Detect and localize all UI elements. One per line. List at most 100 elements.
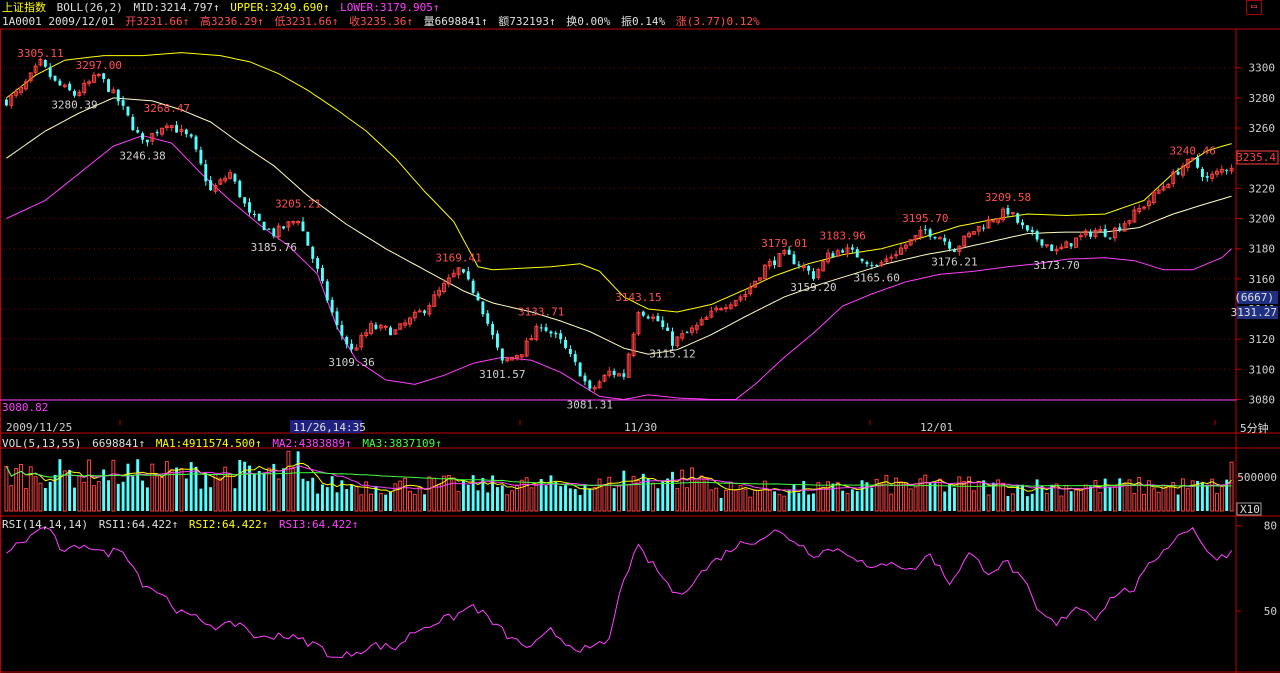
price-annotation: 3209.58 (985, 191, 1031, 204)
candle-body (1078, 235, 1083, 238)
candle-body (529, 338, 534, 341)
volume-bar (1196, 480, 1199, 511)
candle-body (291, 220, 296, 224)
volume-bar (1054, 483, 1059, 512)
volume-bar (908, 488, 913, 512)
candle-body (568, 348, 572, 354)
volume-bar (748, 496, 753, 512)
volume-bar (136, 459, 140, 511)
candle-body (986, 219, 991, 229)
volume-bar (694, 480, 699, 512)
candle-body (865, 261, 869, 265)
vol-ma3: MA3:3837109↑ (362, 437, 442, 450)
volume-bar (626, 484, 631, 512)
candle-body (894, 254, 899, 257)
candle-body (1112, 227, 1117, 239)
candle-body (1190, 157, 1195, 160)
period-label: 5分钟 (1240, 421, 1269, 435)
candle-body (1089, 231, 1093, 237)
price-tick-label: 3280 (1249, 92, 1276, 105)
volume-bar (1112, 486, 1117, 512)
candle-body (393, 329, 398, 335)
candle-body (1229, 167, 1234, 172)
candle-body (753, 280, 758, 288)
candle-body (923, 229, 927, 231)
volume-bar (1171, 482, 1176, 512)
volume-bar (102, 469, 106, 511)
candle-body (982, 227, 986, 229)
volume-bar (466, 484, 470, 511)
candle-body (1137, 208, 1142, 213)
restore-window-icon[interactable]: ▭ (1246, 0, 1262, 15)
volume-bar (773, 491, 777, 511)
volume-bar (500, 485, 504, 511)
volume-bar (1205, 484, 1209, 511)
candle-body (699, 319, 704, 326)
vol-ma1-line (5, 462, 1232, 494)
volume-bar (714, 487, 719, 512)
candle-body (359, 334, 364, 348)
price-annotation: 3169.41 (435, 252, 481, 265)
candle-body (524, 340, 529, 357)
candle-body (534, 325, 539, 340)
price-annotation: 3101.57 (479, 368, 525, 381)
volume-bar (1103, 478, 1107, 511)
volume-bar (1137, 477, 1142, 512)
candle-body (491, 324, 495, 335)
candle-body (875, 264, 879, 266)
candle-body (160, 127, 164, 135)
price-tick-label: 3260 (1249, 122, 1276, 135)
candle-body (1098, 229, 1103, 232)
candle-body (1001, 208, 1006, 221)
volume-bar (666, 478, 670, 511)
volume-bar (107, 480, 110, 511)
vol-ma3-line (5, 466, 1232, 488)
candle-body (1103, 229, 1107, 237)
volume-bar (723, 489, 728, 512)
candle-body (276, 225, 281, 238)
volume-bar (758, 489, 762, 512)
xaxis-label: 2009/11/25 (6, 421, 72, 434)
volume-bar (306, 481, 310, 511)
volume-bar (4, 466, 9, 512)
candle-body (801, 266, 806, 269)
volume-bar (656, 488, 660, 511)
candle-body (918, 229, 923, 238)
boll-label: BOLL(26,2) (56, 1, 123, 14)
candle-body (257, 213, 261, 221)
candle-body (111, 89, 116, 94)
volume-bar (1122, 483, 1127, 512)
volume-bar (233, 488, 237, 511)
quote-header: 1A0001 2009/12/01 开3231.66↑ 高3236.29↑ 低3… (2, 15, 764, 28)
volume-bar (1108, 487, 1112, 511)
candle-body (539, 327, 543, 329)
rsi-1: RSI1:64.422↑ (98, 518, 179, 531)
candle-body (350, 343, 354, 350)
candle-body (835, 250, 840, 257)
boll-upper: UPPER:3249.690↑ (230, 1, 330, 14)
quote-close: 收3235.36↑ (349, 15, 414, 28)
price-tick-label: 3200 (1249, 213, 1276, 226)
volume-bar (816, 482, 821, 512)
candle-body (1044, 244, 1049, 247)
volume-bar (564, 485, 567, 511)
candle-body (689, 327, 694, 333)
volume-bar (777, 493, 782, 512)
candle-body (82, 82, 87, 94)
candle-body (481, 301, 485, 315)
candle-body (33, 65, 38, 73)
volume-bar (573, 489, 577, 511)
rsi-3: RSI3:64.422↑ (278, 518, 359, 531)
candle-body (879, 262, 884, 266)
candle-body (777, 253, 782, 267)
volume-bar (96, 481, 101, 512)
candle-body (704, 316, 709, 321)
candle-body (252, 213, 256, 215)
volume-bar (248, 465, 251, 511)
candle-body (505, 358, 510, 362)
candle-body (559, 333, 563, 340)
volume-bar (209, 487, 213, 511)
vol-ma1: MA1:4911574.500↑ (155, 437, 262, 450)
candle-body (583, 375, 587, 382)
